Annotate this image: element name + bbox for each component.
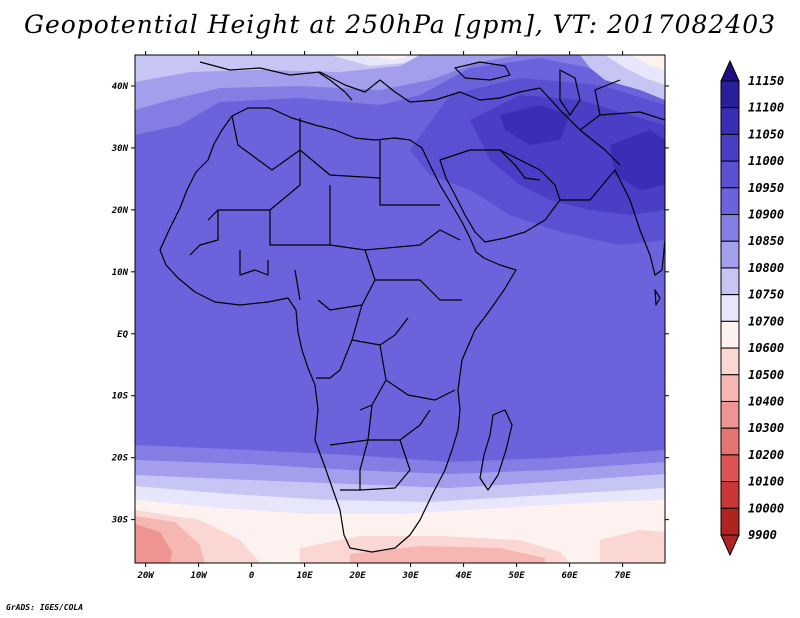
colorbar-swatch xyxy=(720,427,740,456)
europe-coastline xyxy=(199,61,541,103)
colorbar-top-triangle xyxy=(720,59,740,82)
colorbar-label: 10950 xyxy=(748,181,784,195)
field-band-10600-north xyxy=(360,55,410,60)
lon-label: 60E xyxy=(561,571,578,581)
colorbar-label: 10500 xyxy=(748,368,784,382)
black-sea xyxy=(454,61,511,81)
colorbar-label: 11150 xyxy=(748,74,784,88)
lat-label: EQ xyxy=(117,330,128,340)
asia-borders xyxy=(539,79,665,201)
field-band-10600-ne xyxy=(630,55,665,70)
lon-label: 40E xyxy=(455,571,472,581)
lat-label: 20N xyxy=(111,206,129,216)
field-band-10300-south xyxy=(135,524,172,563)
colorbar-swatch xyxy=(720,214,740,242)
italy-coastline xyxy=(317,71,353,101)
map-frame xyxy=(134,54,666,564)
colorbar-label: 10100 xyxy=(748,475,784,489)
colorbar-swatch xyxy=(720,80,740,109)
sri-lanka xyxy=(654,289,661,306)
latitude-labels: 40N 30N 20N 10N EQ 10S 20S 30S xyxy=(111,82,129,526)
colorbar-label: 10700 xyxy=(748,314,784,328)
lon-label: 10E xyxy=(296,571,313,581)
colorbar-swatch xyxy=(720,507,740,536)
axis-ticks xyxy=(131,51,669,567)
colorbar-swatch xyxy=(720,294,740,322)
india-coastline xyxy=(614,169,665,276)
lon-label: 50E xyxy=(508,571,525,581)
grads-credit: GrADS: IGES/COLA xyxy=(6,603,84,612)
arabia-coastline xyxy=(439,149,561,243)
colorbar-swatch xyxy=(720,107,740,135)
lon-label: 20E xyxy=(348,571,366,581)
colorbar-label: 10600 xyxy=(748,341,784,355)
colorbar-swatch xyxy=(720,320,740,349)
colorbar: 11150 11100 11050 11000 10950 10900 10850 10800… xyxy=(720,59,784,557)
colorbar-swatch xyxy=(720,347,740,376)
lon-label: 20W xyxy=(136,571,155,581)
colorbar-label: 11050 xyxy=(748,127,784,141)
field-band-10400-south xyxy=(135,516,545,563)
colorbar-label: 10800 xyxy=(748,261,784,275)
colorbar-label: 10400 xyxy=(748,394,784,408)
colorbar-label: 10200 xyxy=(748,448,784,462)
field-band-10750-north xyxy=(135,55,420,82)
colorbar-swatch xyxy=(720,481,740,509)
persian-gulf xyxy=(499,149,541,181)
lon-label: 10W xyxy=(190,571,208,581)
lon-label: 70E xyxy=(614,571,631,581)
lat-label: 30N xyxy=(111,144,129,154)
lat-label: 10N xyxy=(112,268,129,278)
lat-label: 10S xyxy=(112,392,129,402)
colorbar-swatch xyxy=(720,454,740,483)
height-field xyxy=(135,55,665,563)
lat-label: 30S xyxy=(111,516,129,526)
colorbar-label: 10900 xyxy=(748,208,784,222)
longitude-labels: 20W 10W 0 10E 20E 30E 40E 50E 60E 70E xyxy=(136,571,631,581)
colorbar-swatch xyxy=(720,133,740,162)
lon-label: 0 xyxy=(249,571,255,581)
colorbar-label: 10750 xyxy=(748,288,784,302)
field-band-11050-mideast xyxy=(500,105,665,190)
colorbar-swatch xyxy=(720,400,740,429)
colorbar-swatch xyxy=(720,374,740,402)
field-band-10500-south xyxy=(135,510,665,563)
lon-label: 30E xyxy=(401,571,419,581)
colorbar-label: 11000 xyxy=(748,154,784,168)
colorbar-label: 9900 xyxy=(748,528,777,542)
colorbar-swatch xyxy=(720,267,740,296)
colorbar-swatch xyxy=(720,160,740,189)
colorbar-label: 10000 xyxy=(748,501,784,515)
map-title: Geopotential Height at 250hPa [gpm], VT:… xyxy=(23,10,777,39)
africa-coastline xyxy=(159,107,517,553)
coastlines-and-borders xyxy=(159,61,665,553)
madagascar-coastline xyxy=(479,409,513,491)
lat-label: 40N xyxy=(112,82,129,92)
lat-label: 20S xyxy=(111,454,129,464)
caspian-sea xyxy=(559,69,581,116)
colorbar-label: 10850 xyxy=(748,234,784,248)
colorbar-label: 11100 xyxy=(748,101,784,115)
colorbar-swatch xyxy=(720,187,740,216)
colorbar-label: 10300 xyxy=(748,421,784,435)
colorbar-bottom-triangle xyxy=(720,534,740,557)
colorbar-swatch xyxy=(720,240,740,269)
country-borders xyxy=(189,115,462,491)
